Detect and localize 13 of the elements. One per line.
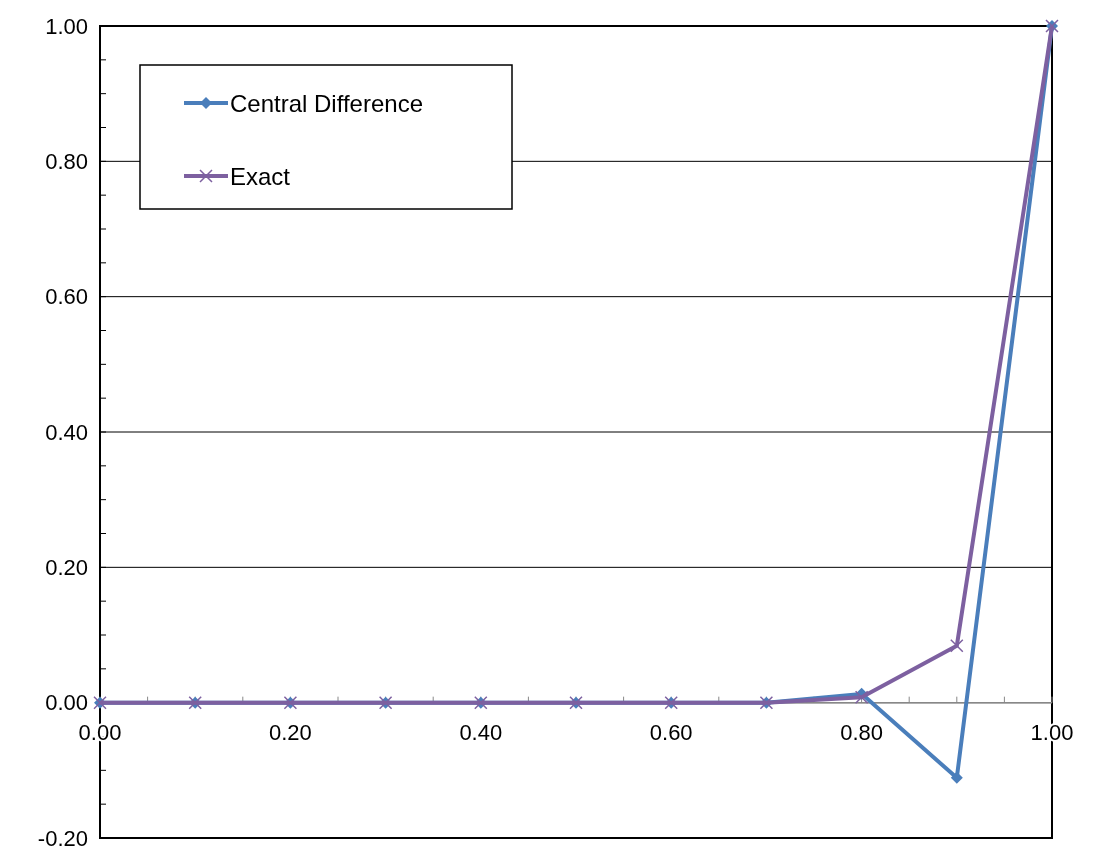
y-tick-label: 0.40 [45, 419, 88, 445]
y-tick-label: 0.00 [45, 690, 88, 716]
y-tick-label: 0.20 [45, 554, 88, 580]
x-tick-label: 0.60 [649, 720, 693, 746]
legend-label: Exact [230, 162, 291, 190]
legend-label: Central Difference [230, 89, 423, 117]
y-tick-label: 1.00 [45, 13, 88, 39]
y-tick-label: -0.20 [37, 825, 88, 851]
x-tick-label: 0.80 [840, 720, 884, 746]
x-tick-label: 0.20 [268, 720, 312, 746]
y-tick-label: 0.80 [45, 148, 88, 174]
x-tick-label: 0.40 [459, 720, 503, 746]
y-tick-label: 0.60 [45, 284, 88, 310]
